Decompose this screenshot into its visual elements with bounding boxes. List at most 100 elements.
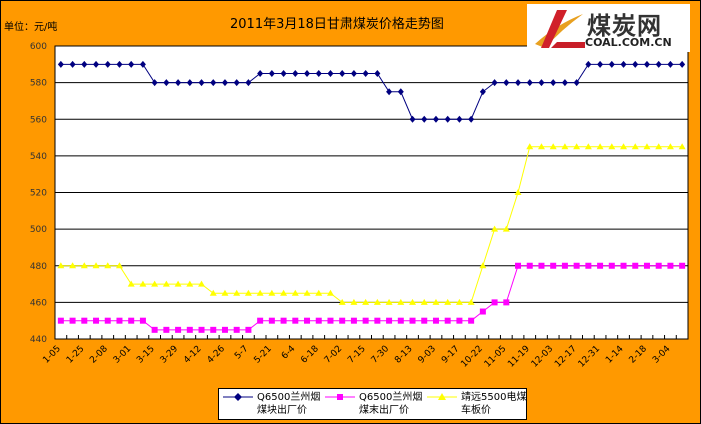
data-point: [585, 262, 592, 269]
data-point: [233, 326, 240, 333]
data-point: [397, 298, 405, 305]
data-point: [350, 69, 357, 77]
data-point: [374, 317, 381, 324]
data-point: [421, 317, 428, 324]
data-point: [397, 317, 404, 324]
x-tick-label: 8-13: [393, 344, 415, 366]
data-point: [151, 280, 159, 287]
legend-label: Q6500兰州烟煤块出厂价: [257, 392, 321, 416]
data-point: [186, 79, 193, 87]
data-point: [268, 317, 275, 324]
data-point: [315, 289, 323, 296]
data-point: [538, 262, 545, 269]
data-point: [549, 143, 557, 150]
data-point: [444, 115, 451, 123]
coal-logo: 煤炭网 COAL.COM.CN: [527, 4, 690, 52]
y-tick-label: 440: [30, 335, 47, 345]
data-point: [80, 262, 88, 269]
data-point: [502, 225, 510, 232]
y-tick-label: 600: [30, 42, 47, 52]
data-point: [151, 79, 158, 87]
x-tick-label: 5-7: [233, 344, 250, 361]
data-point: [596, 143, 604, 150]
x-tick-label: 10-22: [459, 344, 485, 370]
x-tick-label: 7-02: [323, 344, 345, 366]
data-point: [139, 60, 146, 68]
data-point: [479, 88, 486, 96]
x-tick-label: 12-03: [530, 344, 556, 370]
data-point: [667, 262, 674, 269]
data-point: [210, 79, 217, 87]
data-point: [362, 69, 369, 77]
data-point: [104, 262, 112, 269]
data-point: [655, 143, 663, 150]
data-point: [678, 143, 686, 150]
x-tick-label: 6-4: [280, 344, 298, 362]
data-point: [198, 326, 205, 333]
data-point: [561, 262, 568, 269]
y-tick-label: 460: [30, 298, 47, 308]
data-point: [233, 289, 241, 296]
data-point: [573, 79, 580, 87]
data-point: [350, 317, 357, 324]
data-point: [127, 280, 135, 287]
data-point: [268, 289, 276, 296]
data-point: [561, 79, 568, 87]
x-tick-label: 3-29: [159, 344, 181, 366]
logo-text-cn: 煤炭网: [587, 12, 662, 40]
data-point: [632, 262, 639, 269]
legend-label: 靖远5500电煤车板价: [461, 392, 527, 416]
data-point: [679, 60, 686, 68]
data-point: [503, 299, 510, 306]
data-point: [667, 60, 674, 68]
data-point: [221, 79, 228, 87]
x-tick-label: 5-21: [252, 344, 274, 366]
data-point: [209, 289, 217, 296]
data-point: [561, 143, 569, 150]
legend-label: Q6500兰州烟煤末出厂价: [359, 392, 423, 416]
data-point: [221, 289, 229, 296]
data-point: [573, 143, 581, 150]
data-point: [526, 79, 533, 87]
data-point: [268, 69, 275, 77]
data-point: [257, 69, 264, 77]
data-point: [631, 143, 639, 150]
data-point: [620, 143, 628, 150]
data-point: [174, 280, 182, 287]
data-point: [198, 79, 205, 87]
data-point: [162, 280, 170, 287]
data-point: [339, 317, 346, 324]
data-point: [128, 317, 135, 324]
data-point: [244, 289, 252, 296]
data-point: [257, 317, 264, 324]
data-point: [550, 262, 557, 269]
logo-text-en: COAL.COM.CN: [585, 36, 672, 49]
data-point: [679, 262, 686, 269]
x-tick-label: 11-05: [483, 344, 509, 370]
data-point: [538, 79, 545, 87]
data-point: [373, 298, 381, 305]
data-point: [128, 60, 135, 68]
data-point: [304, 317, 311, 324]
data-point: [620, 262, 627, 269]
data-point: [304, 69, 311, 77]
data-point: [93, 60, 100, 68]
data-point: [151, 326, 158, 333]
data-point: [526, 143, 534, 150]
data-point: [210, 326, 217, 333]
data-point: [655, 60, 662, 68]
data-point: [514, 189, 522, 195]
data-point: [420, 298, 428, 305]
data-point: [69, 262, 77, 269]
data-point: [409, 115, 416, 123]
data-point: [291, 289, 299, 296]
data-point: [186, 326, 193, 333]
data-point: [468, 115, 475, 123]
x-tick-label: 3-01: [112, 344, 134, 366]
data-point: [163, 79, 170, 87]
data-point: [315, 317, 322, 324]
data-point: [537, 143, 545, 150]
legend-marker-diamond-icon: [223, 393, 253, 401]
x-tick-label: 4-12: [182, 344, 204, 366]
data-point: [444, 298, 452, 305]
